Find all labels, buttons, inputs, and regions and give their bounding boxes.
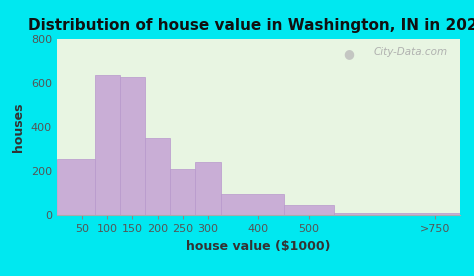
Bar: [170, 169, 195, 215]
Bar: [95, 75, 120, 215]
Title: Distribution of house value in Washington, IN in 2022: Distribution of house value in Washingto…: [28, 18, 474, 33]
Bar: [283, 205, 334, 215]
Text: ●: ●: [343, 47, 354, 60]
Text: City-Data.com: City-Data.com: [374, 47, 447, 57]
X-axis label: house value ($1000): house value ($1000): [186, 240, 330, 253]
Bar: [57, 159, 95, 215]
Bar: [220, 194, 283, 215]
Y-axis label: houses: houses: [12, 102, 25, 152]
Bar: [120, 77, 145, 215]
Bar: [334, 213, 460, 215]
Bar: [145, 138, 170, 215]
Bar: [195, 162, 220, 215]
